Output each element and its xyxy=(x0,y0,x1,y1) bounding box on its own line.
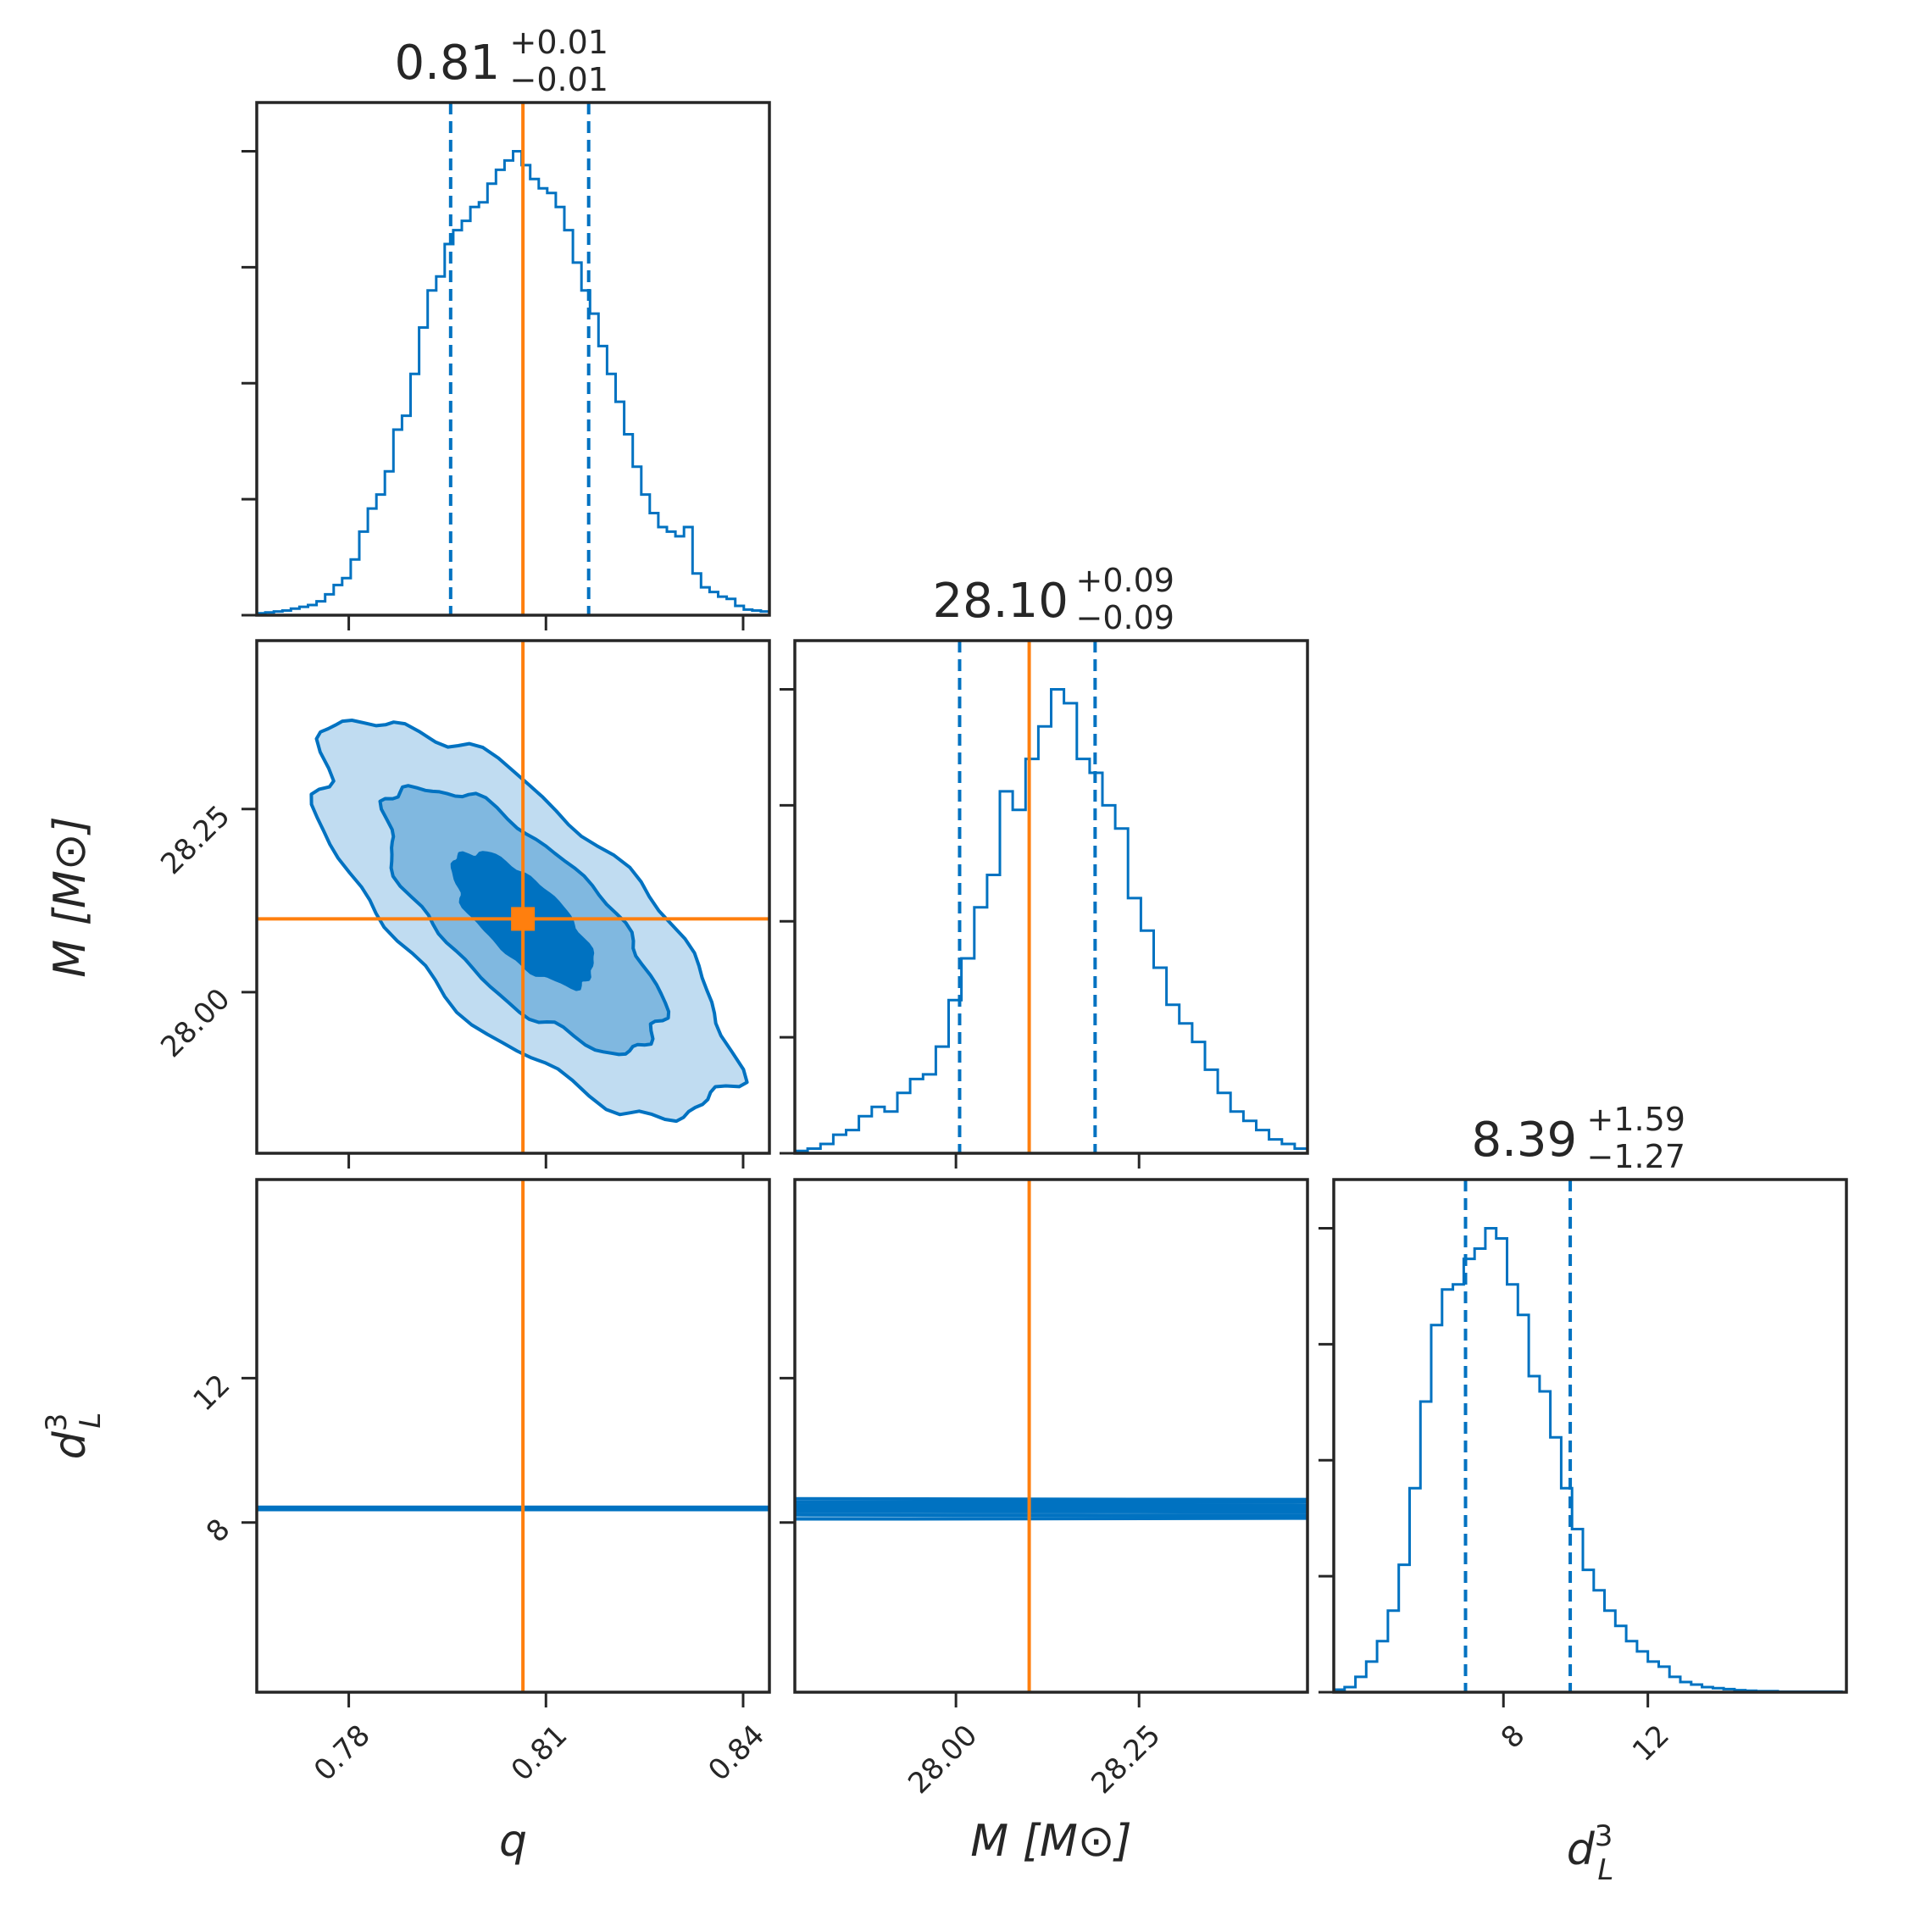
panel-frame-2-2 xyxy=(1332,1178,1848,1694)
truth-marker-q-M xyxy=(511,907,536,931)
xtick-label-dL3: 12 xyxy=(1626,1718,1676,1768)
panel-frame-0-1 xyxy=(255,639,771,1155)
xlabel-M: M [M⊙] xyxy=(970,1816,1131,1867)
panel-frame-0-0 xyxy=(255,101,771,617)
xtick-label-q: 0.78 xyxy=(308,1718,377,1788)
panel-frame-1-2 xyxy=(793,1178,1309,1694)
xtick-label-M: 28.00 xyxy=(902,1718,984,1801)
histogram-M: 28.10 +0.09−0.09 xyxy=(780,562,1307,1155)
contour-panel-q-dL3 xyxy=(257,1180,769,1692)
ytick-label-dL3: 12 xyxy=(186,1368,236,1418)
panel-frame-0-2 xyxy=(255,1178,771,1694)
xtick-label-dL3: 8 xyxy=(1495,1718,1532,1756)
contour-1sigma-M-dL3 xyxy=(795,1503,1307,1514)
ytick-label-dL3: 8 xyxy=(200,1513,237,1550)
panel-title-q: 0.81 xyxy=(395,36,501,91)
histogram-step-q xyxy=(257,150,769,615)
title-minus-M: −0.09 xyxy=(1076,599,1174,636)
xlabel-dL3: d3 L xyxy=(1567,1819,1614,1887)
contour-panel-M-dL3 xyxy=(795,1180,1307,1692)
title-plus-M: +0.09 xyxy=(1076,562,1174,599)
xtick-label-q: 0.81 xyxy=(505,1718,575,1788)
histogram-q: 0.81 +0.01−0.01 xyxy=(242,24,769,617)
histogram-step-M xyxy=(795,688,1307,1152)
panel-title-dL3: 8.39 xyxy=(1472,1113,1578,1168)
title-minus-q: −0.01 xyxy=(510,61,608,98)
contour-panel-q-M xyxy=(257,641,769,1153)
xtick-label-q: 0.84 xyxy=(702,1718,771,1788)
ylabel-dL3: d3L xyxy=(40,1413,108,1460)
panel-title-M: 28.10 xyxy=(933,574,1069,629)
title-plus-q: +0.01 xyxy=(510,24,608,61)
xlabel-q: q xyxy=(499,1816,527,1867)
title-plus-dL3: +1.59 xyxy=(1587,1101,1685,1138)
contour-1sigma-q-dL3 xyxy=(257,1506,769,1511)
ytick-label-M: 28.25 xyxy=(154,799,236,881)
histogram-dL3: 8.39 +1.59−1.27 xyxy=(1319,1101,1843,1694)
panel-frame-1-1 xyxy=(793,639,1309,1155)
histogram-step-dL3 xyxy=(1334,1227,1843,1693)
ylabel-M: M [M⊙] xyxy=(45,816,96,977)
xtick-label-M: 28.25 xyxy=(1085,1718,1167,1801)
ytick-label-M: 28.00 xyxy=(154,982,236,1064)
title-minus-dL3: −1.27 xyxy=(1587,1138,1685,1175)
